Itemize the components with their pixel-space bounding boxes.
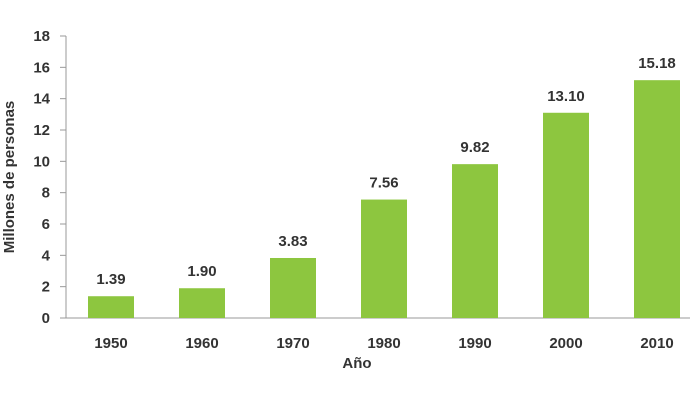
y-tick-label: 18 bbox=[33, 28, 50, 45]
y-tick-label: 12 bbox=[33, 122, 50, 139]
data-label-1980: 7.56 bbox=[369, 175, 398, 192]
bar-1960 bbox=[179, 288, 225, 318]
y-tick-label: 0 bbox=[42, 310, 50, 327]
y-axis-ticks: 0 2 4 6 8 10 12 14 16 18 bbox=[33, 28, 66, 327]
y-tick-label: 16 bbox=[33, 59, 50, 76]
data-label-1990: 9.82 bbox=[460, 139, 489, 156]
x-axis-ticks: 1950 1960 1970 1980 1990 2000 2010 bbox=[94, 335, 673, 352]
y-tick-label: 6 bbox=[42, 216, 50, 233]
bar-1990 bbox=[452, 164, 498, 318]
x-tick-label: 1950 bbox=[94, 335, 127, 352]
y-tick-label: 14 bbox=[33, 91, 50, 108]
data-label-1950: 1.39 bbox=[96, 271, 125, 288]
bar-1970 bbox=[270, 257, 316, 318]
y-axis-title: Millones de personas bbox=[1, 101, 18, 254]
y-tick-label: 10 bbox=[33, 153, 50, 170]
bar-2000 bbox=[543, 112, 589, 319]
bars-group: 1.39 1.90 3.83 7.56 9.82 13.10 15.18 bbox=[88, 55, 680, 319]
x-axis-title: Año bbox=[342, 355, 371, 372]
y-tick-label: 4 bbox=[42, 247, 51, 264]
x-tick-label: 2000 bbox=[549, 335, 582, 352]
data-label-1970: 3.83 bbox=[278, 233, 307, 250]
data-label-2000: 13.10 bbox=[547, 88, 585, 105]
data-label-2010: 15.18 bbox=[638, 55, 676, 72]
y-tick-label: 2 bbox=[42, 279, 50, 296]
data-label-1960: 1.90 bbox=[187, 263, 216, 280]
x-tick-label: 1980 bbox=[367, 335, 400, 352]
bar-1980 bbox=[361, 199, 407, 318]
x-tick-label: 1970 bbox=[276, 335, 309, 352]
x-tick-label: 2010 bbox=[640, 335, 673, 352]
bar-2010 bbox=[634, 80, 680, 319]
bar-1950 bbox=[88, 296, 134, 318]
x-tick-label: 1960 bbox=[185, 335, 218, 352]
y-tick-label: 8 bbox=[42, 185, 50, 202]
x-tick-label: 1990 bbox=[458, 335, 491, 352]
